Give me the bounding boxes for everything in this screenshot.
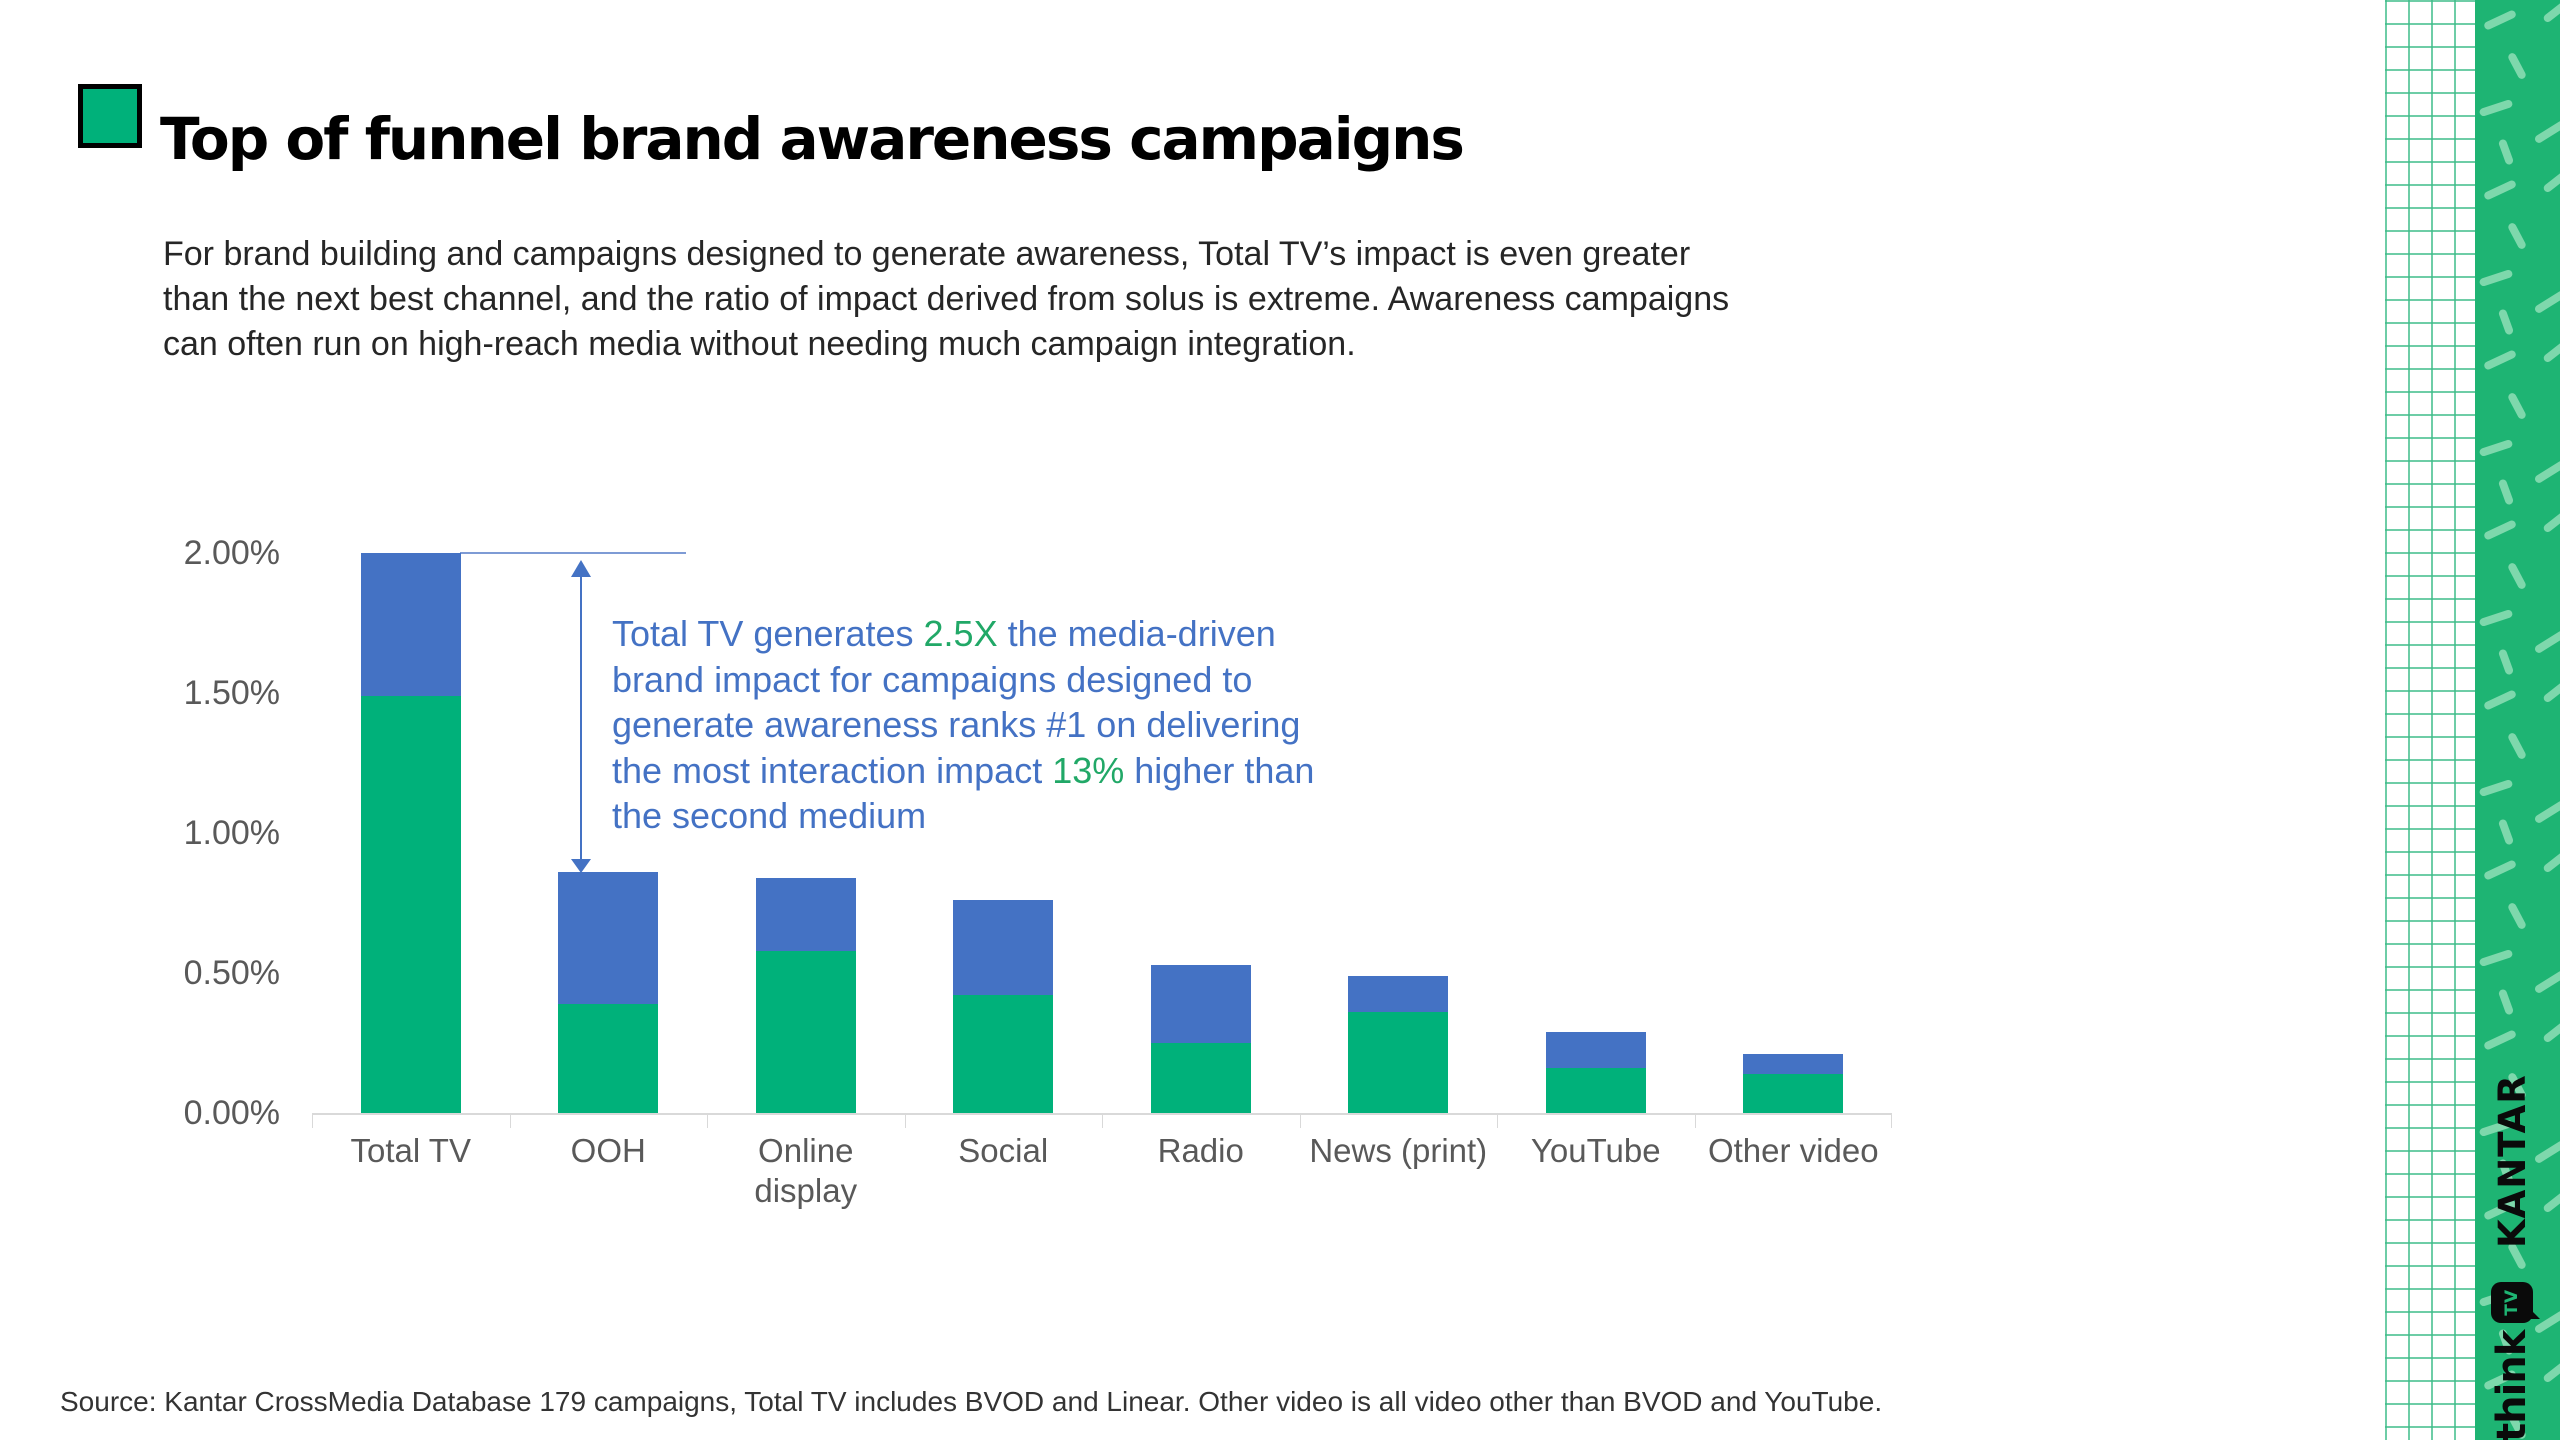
x-axis-tick: [1497, 1115, 1498, 1128]
x-axis-label: News (print): [1309, 1132, 1488, 1169]
intro-line: than the next best channel, and the rati…: [163, 280, 1730, 318]
annotation-line: the most interaction impact 13% higher t…: [612, 748, 1532, 794]
bar-segment-green: [1743, 1073, 1844, 1113]
y-axis-label: 0.00%: [183, 1094, 280, 1132]
bar-stack: [1545, 1031, 1646, 1113]
bar-segment-blue: [953, 900, 1054, 996]
x-axis-tick: [1299, 1115, 1301, 1128]
intro-line: For brand building and campaigns designe…: [163, 235, 1691, 273]
bar-segment-blue: [558, 872, 659, 1004]
x-axis-label: Social: [958, 1132, 1049, 1169]
intro-line: can often run on high-reach media withou…: [163, 325, 1356, 363]
x-axis-label: Other video: [1707, 1132, 1879, 1169]
annotation-line: the second medium: [612, 793, 1532, 839]
bar-slot-social: Social: [905, 553, 1103, 1169]
bar-segment-blue: [1743, 1054, 1844, 1074]
x-axis-tick: [312, 1115, 313, 1128]
annotation-text: brand impact for campaigns designed to: [612, 658, 1253, 700]
annotation-text: higher than: [1124, 749, 1315, 791]
x-axis-label: Radio: [1157, 1132, 1244, 1169]
bar-segment-blue: [360, 553, 461, 696]
x-axis-label: YouTube: [1530, 1132, 1661, 1169]
tv-box-icon: TV: [2491, 1282, 2533, 1323]
annotation-arrow-shaft: [580, 575, 582, 863]
x-axis-label: Total TV: [350, 1132, 471, 1169]
bar-stack: [953, 900, 1054, 1113]
arrow-up-icon: [571, 560, 591, 577]
y-axis-label: 1.00%: [183, 814, 280, 852]
annotation-text: the most interaction impact: [612, 749, 1053, 791]
title-bullet-square-icon: [78, 84, 142, 148]
x-axis-tick: [509, 1115, 511, 1128]
annotation-line: Total TV generates 2.5X the media-driven: [612, 611, 1532, 657]
bar-segment-green: [558, 1003, 659, 1113]
plot-area: Total TV generates 2.5X the media-driven…: [312, 552, 1893, 1209]
intro-paragraph: For brand building and campaigns designe…: [163, 232, 2193, 367]
x-axis-tick: [1891, 1115, 1892, 1128]
bar-segment-blue: [755, 877, 856, 951]
annotation-text: generate awareness ranks #1 on deliverin…: [612, 704, 1301, 745]
bar-stack: [1150, 964, 1251, 1113]
bar-stack: [1743, 1054, 1844, 1113]
y-axis-label: 0.50%: [183, 954, 280, 992]
bar-stack: [1348, 975, 1449, 1113]
bar-slot-online-display: Online display: [707, 553, 905, 1209]
annotation-line: brand impact for campaigns designed to: [612, 657, 1532, 703]
bar-segment-green: [953, 995, 1054, 1113]
green-side-band: [2475, 0, 2560, 1440]
annotation-highlight: 2.5X: [923, 613, 998, 654]
bar-slot-total-tv: Total TV: [312, 553, 510, 1169]
x-axis-label: OOH: [570, 1132, 646, 1169]
chart-annotation: Total TV generates 2.5X the media-driven…: [612, 611, 1532, 839]
bar-segment-green: [360, 695, 461, 1113]
annotation-line: generate awareness ranks #1 on deliverin…: [612, 702, 1532, 748]
bar-stack: [558, 872, 659, 1113]
x-axis-label: Online display: [754, 1132, 858, 1209]
bar-stack: [360, 553, 461, 1113]
bar-segment-green: [755, 950, 856, 1113]
x-axis-tick: [904, 1115, 906, 1128]
annotation-highlight: 13%: [1052, 749, 1125, 791]
annotation-reference-line: [460, 552, 686, 554]
source-note: Source: Kantar CrossMedia Database 179 c…: [60, 1386, 1883, 1417]
page-title: Top of funnel brand awareness campaigns: [160, 104, 1465, 173]
y-axis-label: 2.00%: [183, 534, 280, 572]
x-axis-tick: [1102, 1115, 1103, 1128]
bar-segment-green: [1545, 1068, 1646, 1113]
annotation-text: the second medium: [612, 795, 927, 836]
annotation-text: Total TV generates: [612, 613, 924, 654]
annotation-text: the media-driven: [997, 613, 1276, 654]
dash-pattern: [2475, 0, 2560, 1440]
bar-slot-radio: Radio: [1102, 553, 1300, 1169]
bar-slot-news-print-: News (print): [1300, 553, 1498, 1169]
bar-segment-blue: [1150, 964, 1251, 1043]
bar-segment-blue: [1348, 975, 1449, 1013]
x-axis-tick: [707, 1115, 708, 1128]
bar-segment-blue: [1545, 1031, 1646, 1069]
bar-stack: [755, 877, 856, 1113]
thinkbox-wordmark: think: [2489, 1330, 2535, 1440]
bar-segment-green: [1150, 1043, 1251, 1113]
bar-slot-youtube: YouTube: [1497, 553, 1695, 1169]
y-axis-label: 1.50%: [183, 674, 280, 712]
x-axis-tick: [1694, 1115, 1696, 1128]
bar-slot-ooh: OOH: [510, 553, 708, 1169]
graph-paper-strip: [2385, 0, 2475, 1440]
bar-segment-green: [1348, 1012, 1449, 1113]
bar-slot-other-video: Other video: [1695, 553, 1893, 1169]
kantar-wordmark: KANTAR: [2490, 1074, 2534, 1248]
arrow-down-icon: [571, 859, 591, 873]
stacked-bar-chart: 0.00% 0.50% 1.00% 1.50% 2.00% Total TV gener…: [0, 534, 2100, 1253]
